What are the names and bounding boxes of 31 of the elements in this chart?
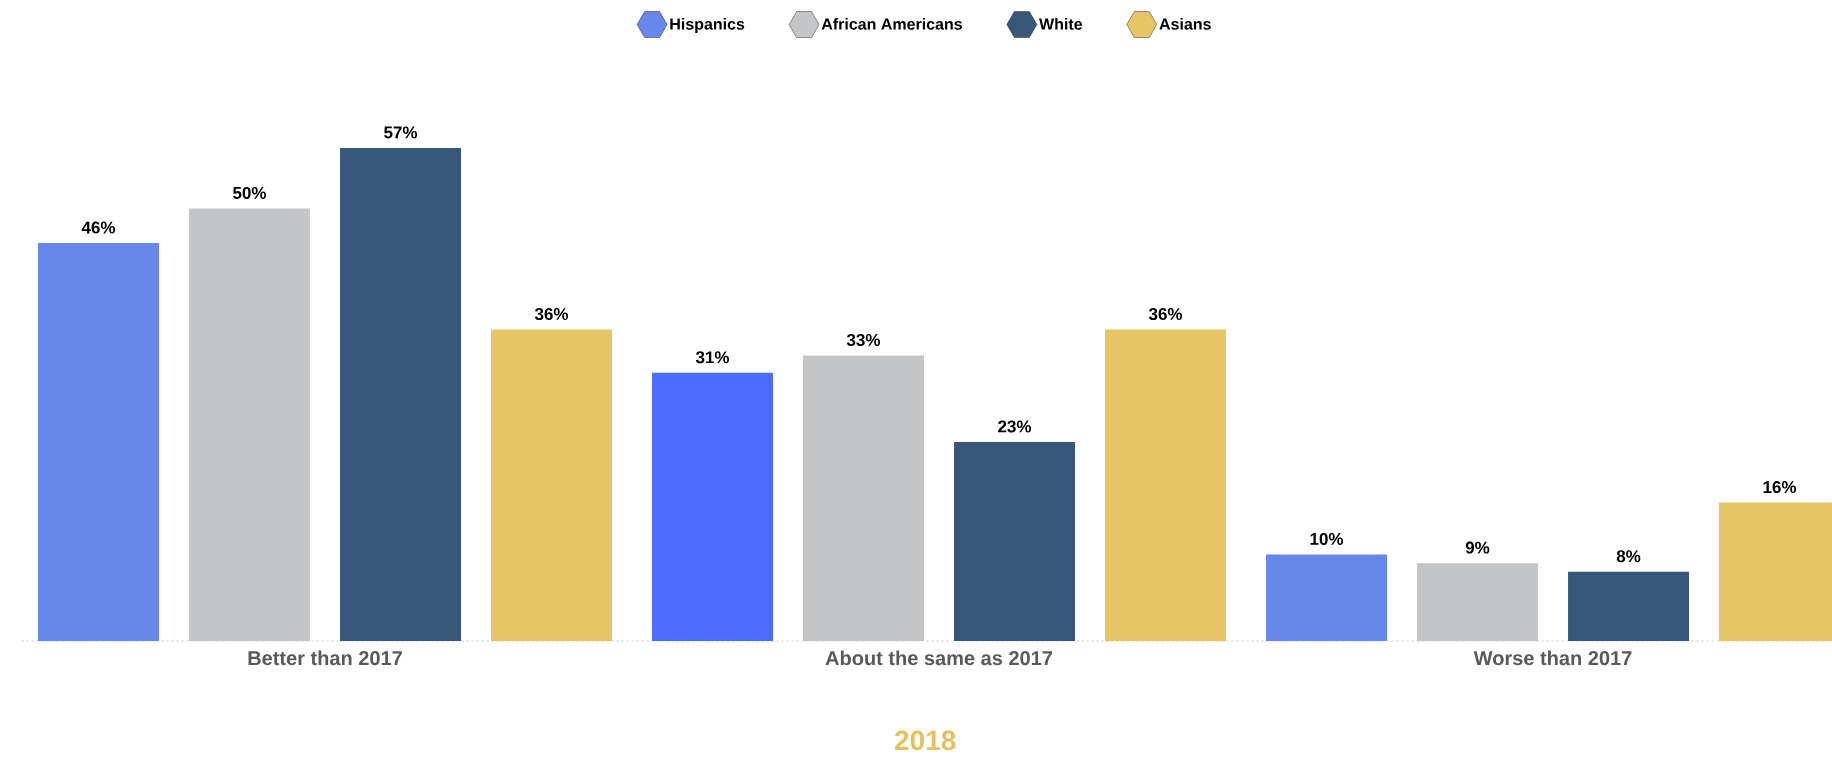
data-label: 9% bbox=[1465, 541, 1490, 554]
text: 2018 bbox=[895, 730, 956, 751]
data-label: 31% bbox=[695, 351, 730, 364]
legend-label: Hispanics bbox=[670, 18, 745, 33]
data-label: 33% bbox=[846, 333, 881, 347]
bar bbox=[340, 147, 462, 641]
bar bbox=[491, 329, 613, 641]
x-tick-label: Better than 2017 bbox=[248, 650, 402, 666]
data-label: 23% bbox=[998, 420, 1032, 433]
bar bbox=[1266, 554, 1388, 641]
x-tick-label: Worse than 2017 bbox=[1473, 650, 1632, 666]
data-label: 16% bbox=[1763, 481, 1797, 494]
data-label: 8% bbox=[1616, 550, 1641, 563]
bar bbox=[954, 442, 1076, 641]
bar bbox=[188, 208, 310, 641]
legend-label: African Americans bbox=[821, 18, 962, 30]
bar bbox=[1416, 563, 1538, 641]
x-tick-label: About the same as 2017 bbox=[825, 650, 1053, 666]
bar bbox=[652, 372, 773, 641]
bar bbox=[802, 355, 924, 641]
legend-label: White bbox=[1039, 18, 1083, 30]
bar bbox=[37, 243, 159, 641]
legend-label: Asians bbox=[1159, 18, 1211, 30]
data-label: 36% bbox=[534, 308, 569, 321]
data-label: 57% bbox=[384, 126, 418, 139]
data-label: 36% bbox=[1148, 308, 1183, 321]
data-label: 10% bbox=[1310, 532, 1344, 545]
bar bbox=[1105, 329, 1227, 641]
data-label: 50% bbox=[232, 186, 267, 199]
data-label: 46% bbox=[81, 221, 116, 234]
bar bbox=[1568, 571, 1690, 641]
